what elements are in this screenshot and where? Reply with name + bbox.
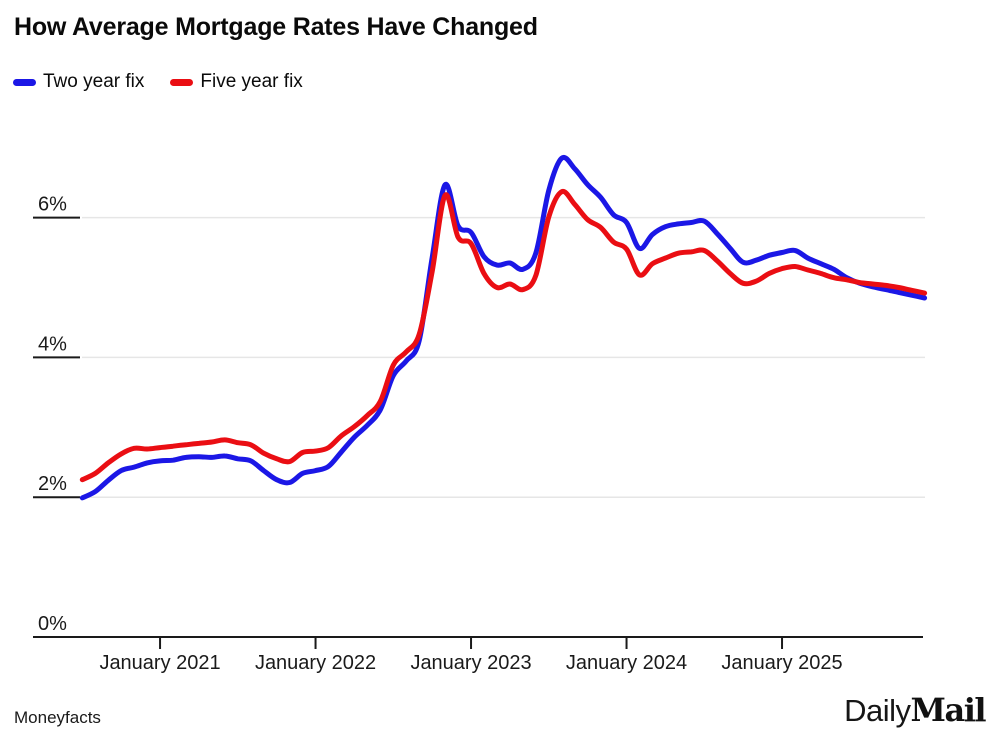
x-tick-label: January 2024 (566, 652, 687, 674)
dailymail-logo-mail: Mail (910, 691, 987, 729)
x-tick-label: January 2023 (410, 652, 531, 674)
legend-item-five-year-fix: Five year fix (170, 71, 303, 93)
y-tick-label: 6% (38, 194, 67, 216)
y-tick-label: 0% (38, 613, 67, 635)
legend: Two year fix Five year fix (13, 71, 303, 93)
chart-title: How Average Mortgage Rates Have Changed (14, 13, 538, 41)
legend-label-five-year-fix: Five year fix (200, 71, 303, 92)
legend-label-two-year-fix: Two year fix (43, 71, 145, 92)
legend-swatch-five-year-fix (170, 78, 194, 86)
legend-item-two-year-fix: Two year fix (13, 71, 144, 93)
dailymail-logo-daily: Daily (844, 693, 911, 728)
y-tick-label: 2% (38, 473, 67, 495)
x-tick-label: January 2025 (721, 652, 842, 674)
x-tick-label: January 2021 (99, 652, 220, 674)
legend-swatch-two-year-fix (13, 78, 36, 86)
x-tick-label: January 2022 (255, 652, 376, 674)
series-line-two-year-fix (79, 154, 928, 501)
series-line-five-year-fix (79, 188, 928, 483)
y-tick-label: 4% (38, 333, 67, 355)
source-label: Moneyfacts (14, 708, 101, 727)
dailymail-logo: DailyMail (844, 691, 987, 729)
